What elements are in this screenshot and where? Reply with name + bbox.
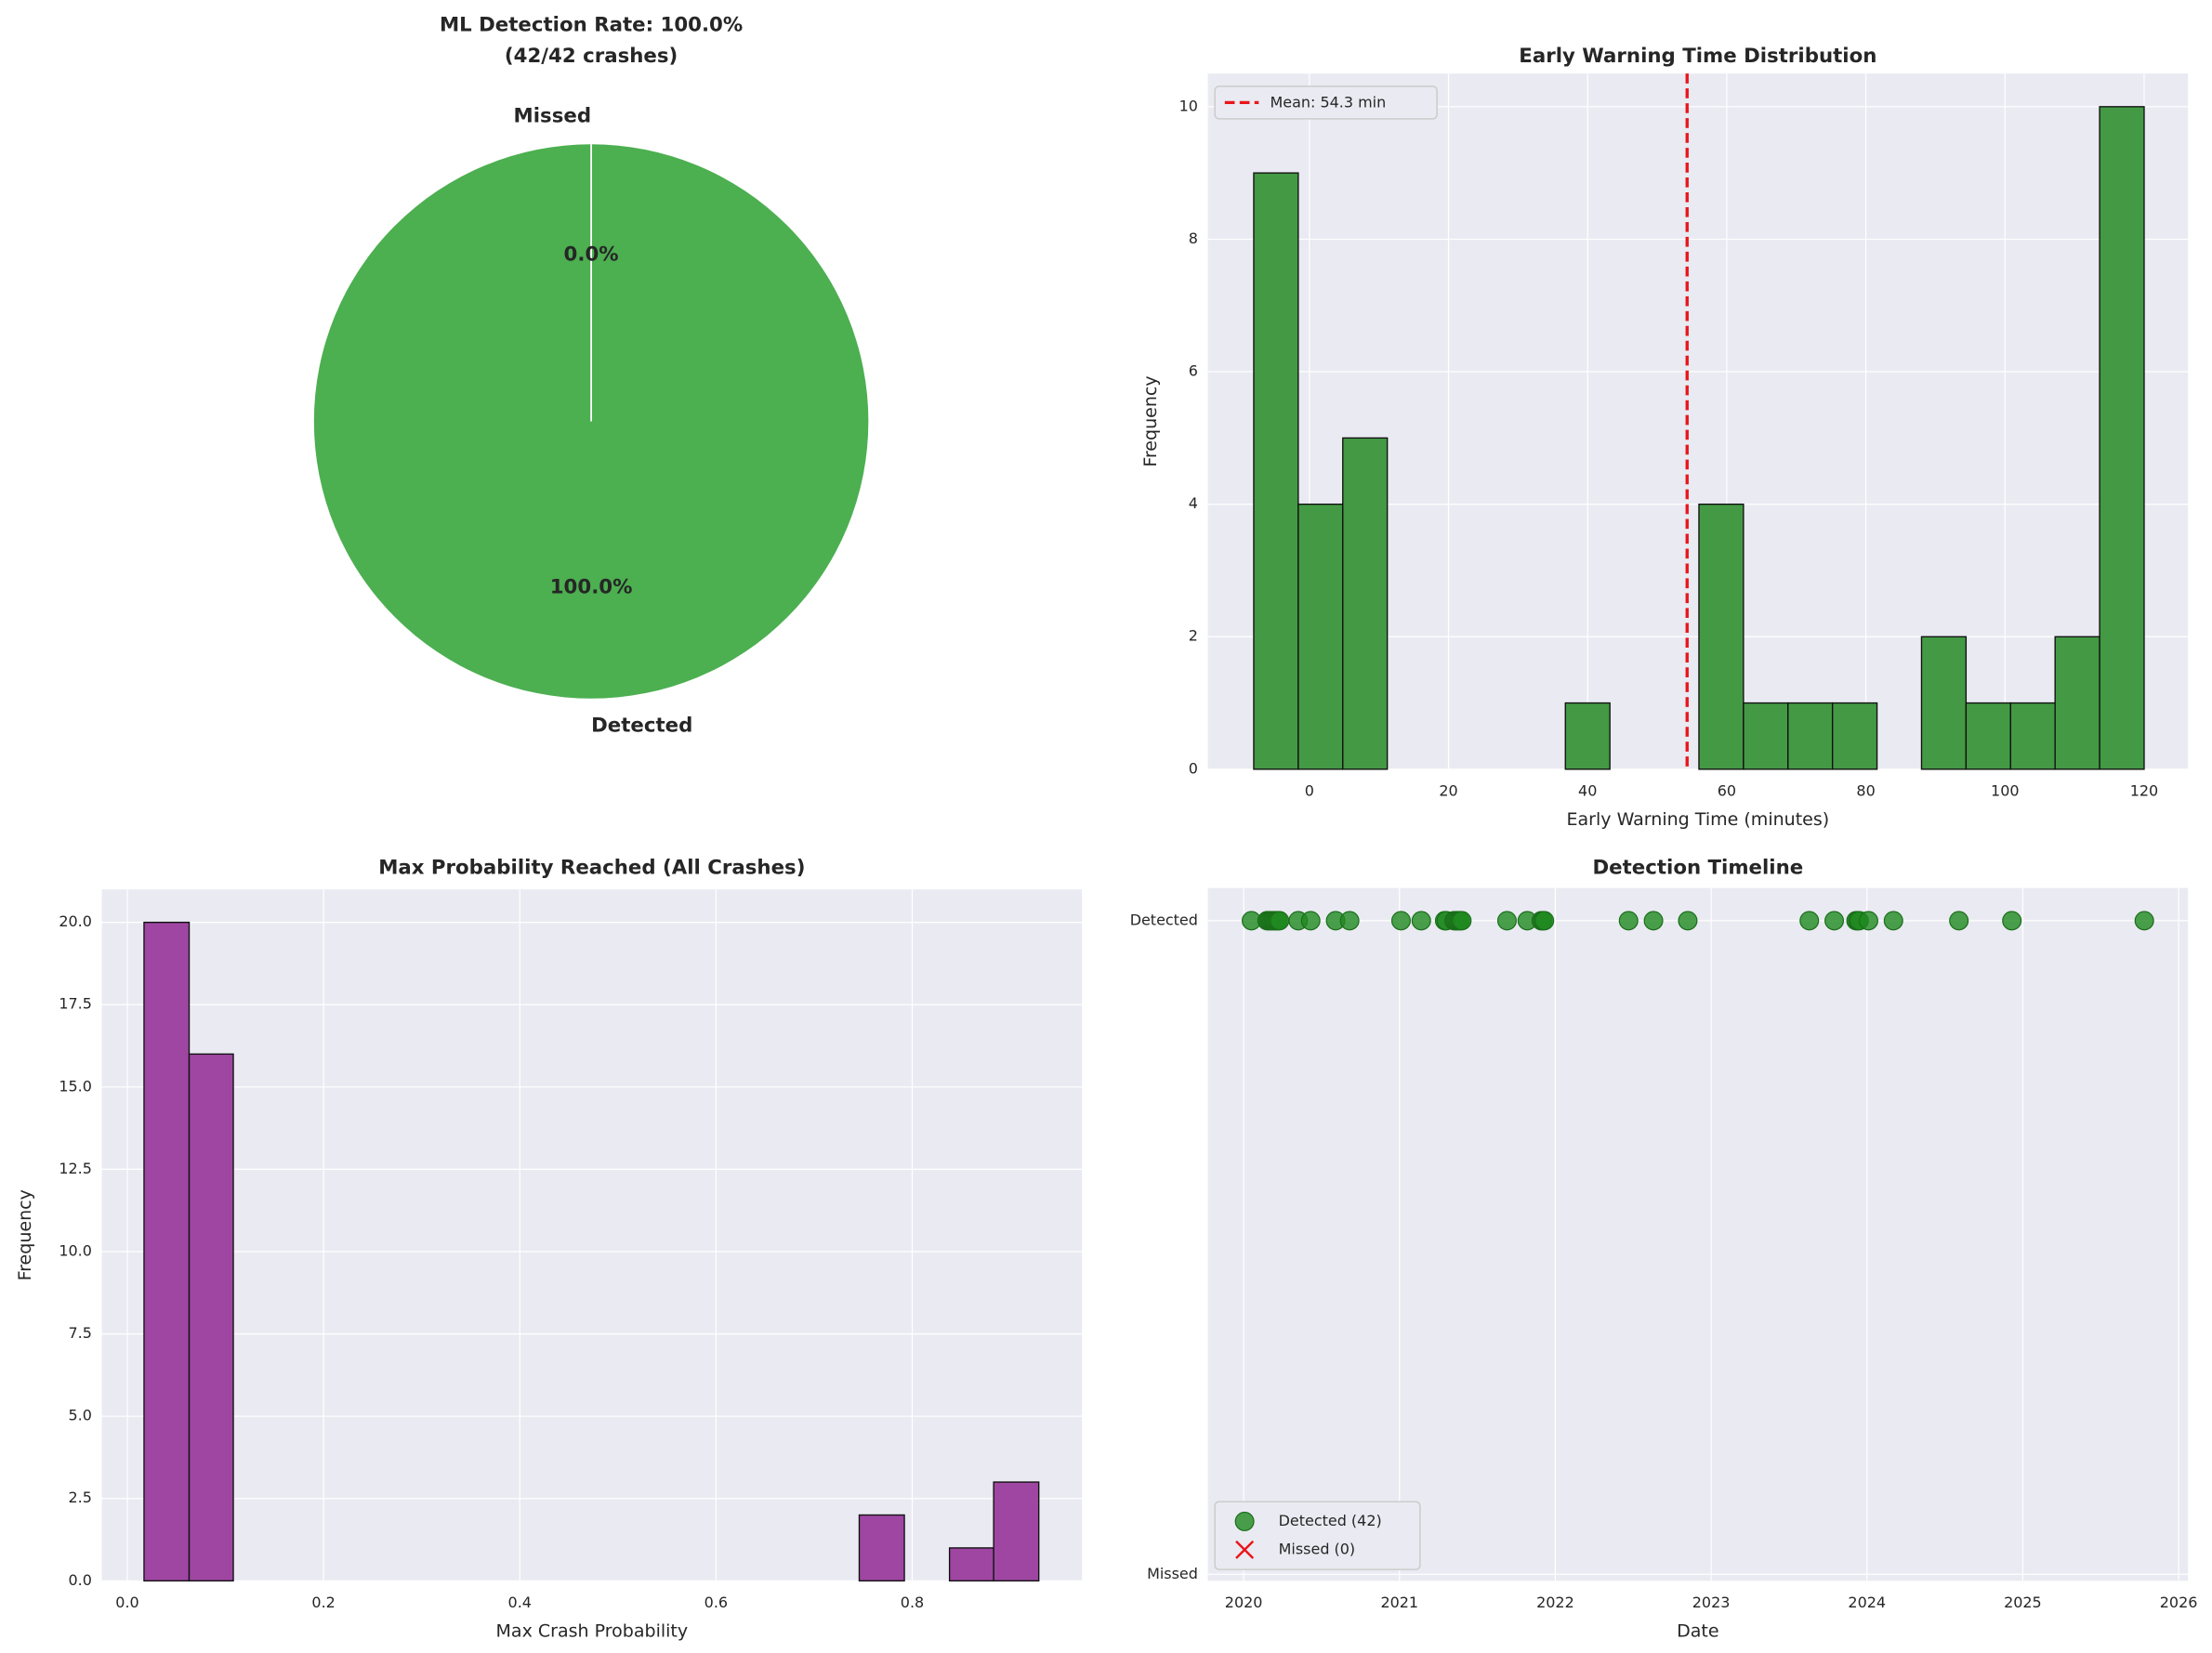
histogram-bar	[2099, 106, 2145, 770]
y-axis-label: Frequency	[15, 1189, 35, 1280]
x-tick-label: 0.8	[901, 1594, 924, 1611]
x-tick-label: 40	[1578, 782, 1597, 800]
slice-label: Missed	[514, 104, 592, 127]
y-tick-label: 12.5	[59, 1160, 92, 1177]
y-tick-label: 6	[1189, 362, 1198, 380]
histogram-bar	[1831, 702, 1878, 770]
histogram-bar	[858, 1514, 905, 1582]
legend-swatch	[1235, 1540, 1255, 1559]
y-tick-label: Missed	[1147, 1565, 1198, 1582]
x-tick-label: 2025	[2004, 1594, 2042, 1611]
y-tick-label: 2.5	[69, 1489, 92, 1506]
x-tick-label: 20	[1439, 782, 1457, 800]
x-tick-label: 0.6	[704, 1594, 728, 1611]
x-tick-label: 60	[1718, 782, 1736, 800]
histogram-bar	[1297, 503, 1344, 770]
x-tick-label: 0.0	[115, 1594, 138, 1611]
scatter-point	[1824, 911, 1845, 931]
scatter-point	[1618, 911, 1639, 931]
y-tick-label: 0.0	[69, 1571, 92, 1589]
x-tick-label: 2022	[1536, 1594, 1574, 1611]
y-tick-label: 4	[1189, 494, 1198, 512]
histogram-bar	[2009, 702, 2056, 770]
scatter-point	[2134, 911, 2154, 931]
y-axis-label: Frequency	[1140, 375, 1161, 466]
scatter-point	[1300, 911, 1321, 931]
y-tick-label: 20.0	[59, 912, 92, 930]
y-tick-label: 0	[1189, 759, 1198, 777]
chart-title: Detection Timeline	[1592, 856, 1803, 879]
y-tick-label: 17.5	[59, 995, 92, 1013]
y-tick-label: 2	[1189, 627, 1198, 645]
scatter-point	[1858, 911, 1878, 931]
x-tick-label: 100	[1991, 782, 2019, 800]
chart-title: Max Probability Reached (All Crashes)	[378, 856, 805, 879]
histogram-bar	[1920, 636, 1968, 770]
legend-swatch	[1234, 1511, 1255, 1531]
scatter-point	[1390, 911, 1411, 931]
scatter-point	[1643, 911, 1664, 931]
x-tick-label: 2023	[1692, 1594, 1731, 1611]
x-tick-label: 2026	[2160, 1594, 2198, 1611]
scatter-point	[1270, 911, 1290, 931]
histogram-bar	[948, 1547, 994, 1582]
x-tick-label: 2024	[1848, 1594, 1886, 1611]
histogram-bar	[1253, 172, 1299, 770]
x-axis-label: Early Warning Time (minutes)	[1567, 809, 1830, 830]
histogram-bar	[1698, 503, 1745, 770]
legend-box	[1214, 85, 1438, 120]
scatter-point	[1339, 911, 1360, 931]
scatter-point	[1678, 911, 1698, 931]
x-tick-label: 0	[1305, 782, 1314, 800]
x-tick-label: 0.2	[311, 1594, 335, 1611]
legend-label: Detected (42)	[1279, 1512, 1382, 1529]
plot-area	[1207, 887, 2189, 1581]
x-tick-label: 2020	[1225, 1594, 1263, 1611]
x-tick-label: 2021	[1380, 1594, 1418, 1611]
slice-label: Detected	[591, 715, 692, 738]
scatter-point	[1949, 911, 1969, 931]
y-tick-label: 7.5	[69, 1324, 92, 1342]
histogram-bar	[1965, 702, 2011, 770]
histogram-bar	[993, 1481, 1040, 1582]
histogram-bar	[1743, 702, 1789, 770]
scatter-point	[1496, 911, 1517, 931]
x-axis-label: Date	[1677, 1621, 1718, 1642]
legend-box	[1214, 1501, 1421, 1570]
scatter-point	[1799, 911, 1820, 931]
y-tick-label: 10	[1179, 97, 1198, 114]
histogram-bar	[1342, 437, 1389, 770]
scatter-point	[1411, 911, 1431, 931]
x-axis-label: Max Crash Probability	[496, 1621, 689, 1642]
y-tick-label: 10.0	[59, 1242, 92, 1260]
scatter-point	[2002, 911, 2022, 931]
histogram-bar	[2054, 636, 2100, 770]
slice-value-label: 100.0%	[550, 575, 633, 598]
y-tick-label: 15.0	[59, 1077, 92, 1095]
plot-area	[101, 889, 1083, 1581]
slice-value-label: 0.0%	[564, 243, 619, 267]
y-tick-label: 8	[1189, 230, 1198, 247]
y-tick-label: 5.0	[69, 1407, 92, 1424]
histogram-bar	[188, 1053, 234, 1582]
legend-label: Missed (0)	[1279, 1540, 1356, 1557]
x-tick-label: 0.4	[508, 1594, 532, 1611]
x-tick-label: 120	[2130, 782, 2158, 800]
histogram-bar	[1787, 702, 1834, 770]
histogram-bar	[1564, 702, 1611, 770]
chart-title: ML Detection Rate: 100.0%	[440, 13, 743, 36]
chart-subtitle: (42/42 crashes)	[505, 45, 678, 68]
chart-title: Early Warning Time Distribution	[1519, 45, 1876, 68]
histogram-bar	[143, 921, 191, 1582]
scatter-point	[1452, 911, 1472, 931]
marker-stroke	[1235, 1540, 1255, 1559]
x-tick-label: 80	[1856, 782, 1875, 800]
y-tick-label: Detected	[1130, 911, 1198, 928]
legend-label: Mean: 54.3 min	[1271, 94, 1387, 112]
scatter-point	[1534, 911, 1555, 931]
scatter-point	[1883, 911, 1903, 931]
